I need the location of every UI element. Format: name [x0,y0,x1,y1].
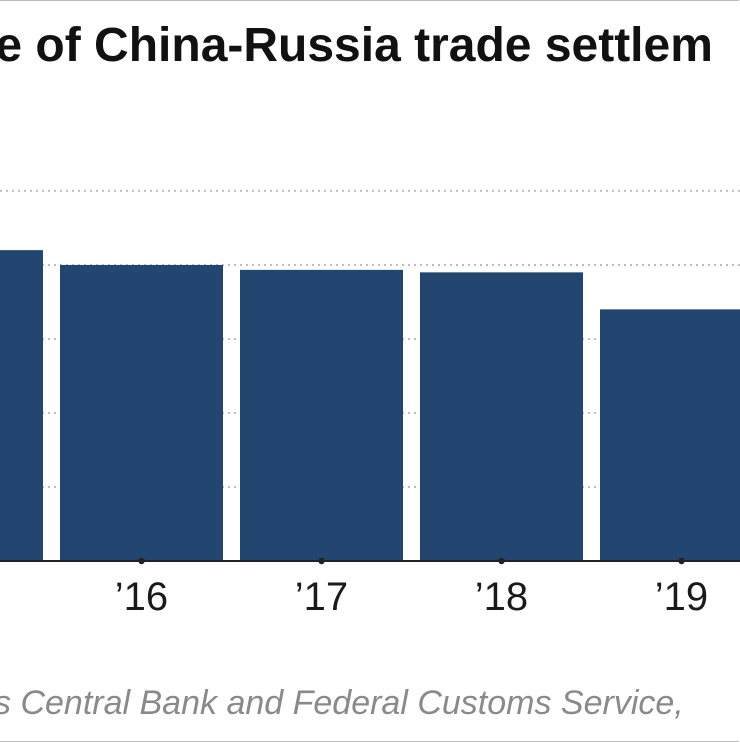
chart-title-container: are of China-Russia trade settlem [0,18,740,98]
x-tick-5 [678,557,685,565]
source-note: s Central Bank and Federal Customs Servi… [0,684,740,734]
bar-3 [240,269,403,561]
chart-title: are of China-Russia trade settlem [0,19,713,72]
bar-1 [0,250,43,562]
x-tick-labels: 5’16’17’18’19 [115,575,708,619]
x-tick-label-3: ’17 [295,575,348,619]
x-ticks [138,557,685,565]
x-tick-label-5: ’19 [655,575,708,619]
bar-4 [420,272,583,561]
source-text: s Central Bank and Federal Customs Servi… [0,684,684,722]
bar-2 [60,264,223,561]
x-tick-2 [138,557,145,565]
bars [0,250,740,562]
x-tick-label-4: ’18 [475,575,528,619]
bar-5 [600,309,740,561]
x-tick-3 [318,557,325,565]
x-tick-label-2: ’16 [115,575,168,619]
x-tick-4 [498,557,505,565]
